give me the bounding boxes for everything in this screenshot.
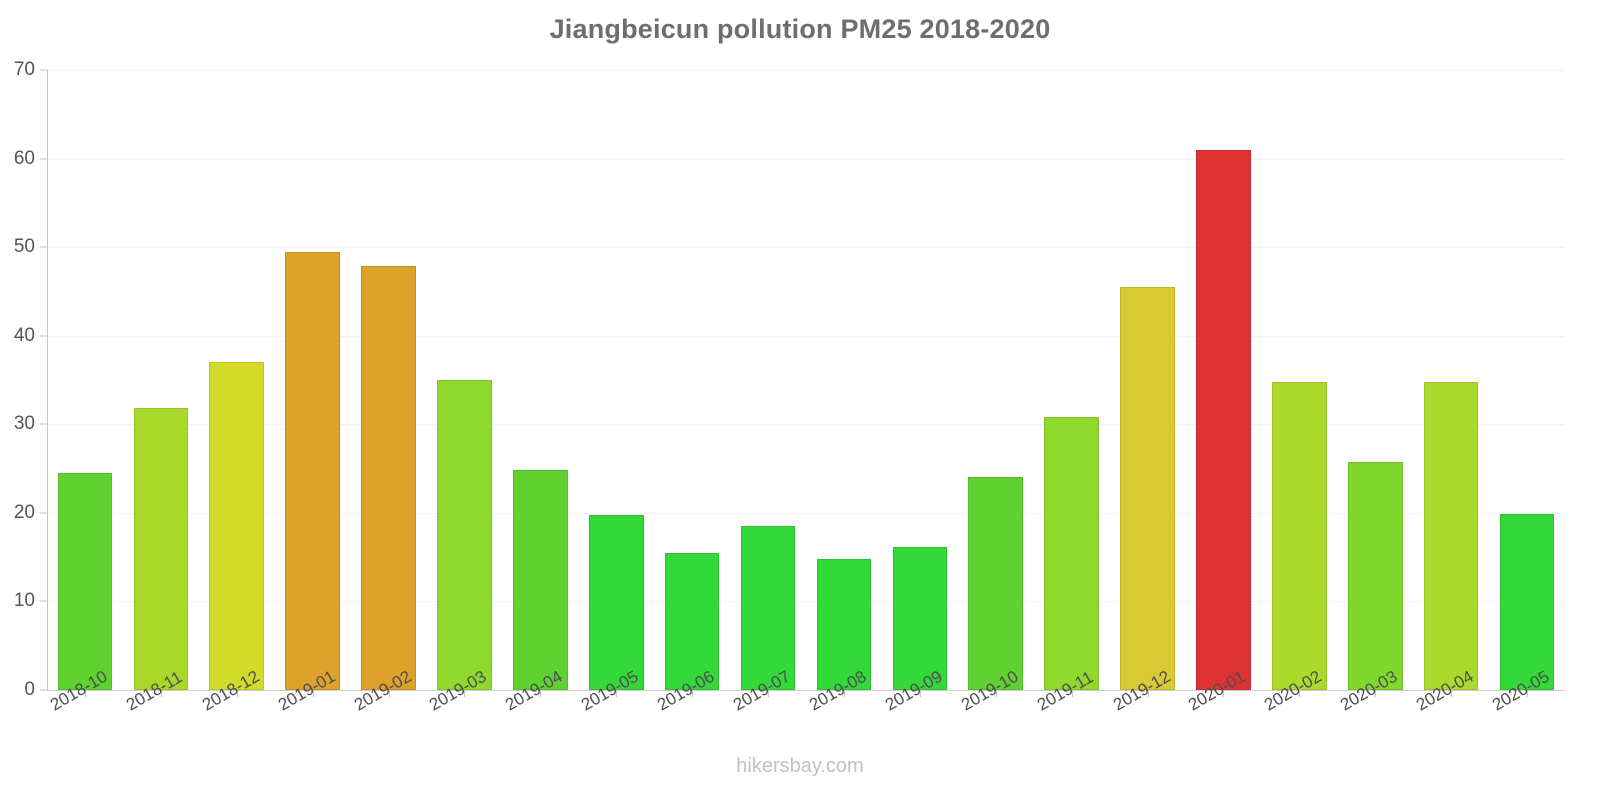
y-axis-tick-mark — [40, 69, 48, 71]
bar[interactable] — [1272, 381, 1327, 690]
footer-credit: hikersbay.com — [736, 755, 864, 777]
x-axis-tick-mark — [616, 690, 618, 697]
x-axis-tick-mark — [464, 690, 466, 697]
bar[interactable] — [133, 408, 189, 690]
x-axis-tick-mark — [768, 690, 770, 697]
y-axis-tick-mark — [40, 158, 48, 160]
x-axis-tick-mark — [692, 690, 694, 697]
x-axis-tick-mark — [388, 690, 390, 697]
bar[interactable] — [437, 380, 492, 690]
y-axis-tick-label: 50 — [13, 236, 35, 258]
y-axis-tick-mark — [40, 335, 48, 337]
x-axis-tick-mark — [1299, 690, 1301, 697]
x-axis-tick-mark — [1223, 690, 1225, 697]
y-axis-tick-label: 70 — [13, 59, 35, 80]
bar[interactable] — [664, 552, 720, 690]
y-axis-tick-label: 40 — [13, 324, 35, 346]
y-axis-tick-mark — [40, 423, 48, 425]
bar[interactable] — [1423, 381, 1479, 690]
bar[interactable] — [1196, 149, 1251, 690]
gridline — [47, 335, 1565, 337]
x-axis-line — [47, 690, 1565, 691]
y-axis-tick-label: 10 — [13, 590, 35, 612]
bars-group — [47, 70, 1565, 690]
y-axis-tick-mark — [40, 512, 48, 514]
bar[interactable] — [1044, 417, 1099, 690]
bar[interactable] — [209, 362, 265, 690]
x-axis-tick-mark — [1451, 690, 1453, 697]
bar[interactable] — [588, 514, 644, 690]
gridline — [47, 601, 1565, 603]
gridline — [47, 424, 1565, 426]
x-axis-tick-mark — [1147, 690, 1149, 697]
x-axis-tick-mark — [312, 690, 314, 697]
bar[interactable] — [361, 265, 416, 690]
y-axis-tick-mark — [40, 246, 48, 248]
bar[interactable] — [968, 477, 1024, 690]
chart-title: Jiangbeicun pollution PM25 2018-2020 — [549, 14, 1051, 44]
gridline — [47, 70, 1565, 71]
gridline — [47, 158, 1565, 160]
x-axis-tick-mark — [1071, 690, 1073, 697]
bar[interactable] — [816, 558, 872, 690]
bar[interactable] — [740, 526, 796, 690]
x-axis-tick-mark — [919, 690, 921, 697]
bar[interactable] — [57, 473, 113, 690]
x-axis-tick-mark — [1527, 690, 1529, 697]
bar[interactable] — [285, 251, 340, 690]
bar[interactable] — [1120, 287, 1175, 690]
bar[interactable] — [892, 547, 948, 690]
y-axis-tick-label: 20 — [13, 501, 35, 523]
y-axis-tick-label: 60 — [13, 147, 35, 169]
gridline — [47, 247, 1565, 249]
bar[interactable] — [1499, 513, 1555, 690]
x-axis-tick-mark — [160, 690, 162, 697]
plot-area — [47, 70, 1565, 690]
gridline — [47, 512, 1565, 514]
y-axis-tick-mark — [40, 600, 48, 602]
y-axis-tick-label: 30 — [13, 413, 35, 435]
x-axis-tick-mark — [236, 690, 238, 697]
x-axis-tick-mark — [540, 690, 542, 697]
y-axis-line — [47, 70, 48, 690]
bar[interactable] — [1347, 461, 1403, 690]
bar[interactable] — [513, 470, 568, 690]
x-axis-tick-mark — [995, 690, 997, 697]
x-axis-tick-mark — [1375, 690, 1377, 697]
y-axis-tick-label: 0 — [24, 679, 35, 700]
x-axis-tick-mark — [84, 690, 86, 697]
x-axis-tick-mark — [843, 690, 845, 697]
y-axis-tick-mark — [40, 689, 48, 691]
